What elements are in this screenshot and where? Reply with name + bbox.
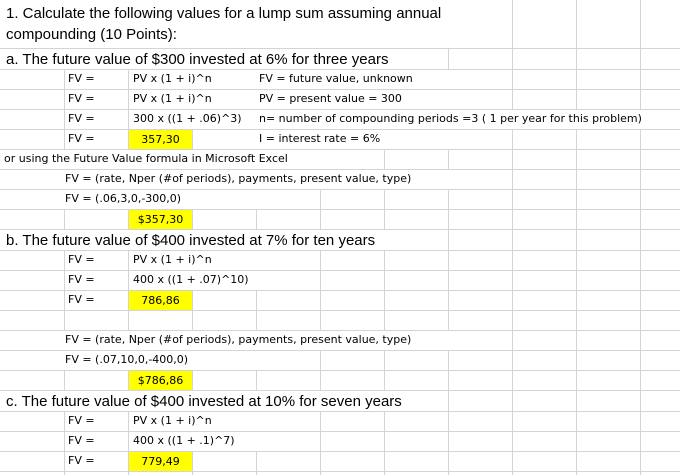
excel-syntax-text: FV = (rate, Nper (#of periods), payments… <box>65 333 412 346</box>
grid-row-line <box>0 69 680 70</box>
note-cell: FV = future value, unknown <box>259 72 413 85</box>
fv-label: FV = <box>68 72 95 85</box>
note-cell: n= number of compounding periods =3 ( 1 … <box>259 112 642 125</box>
fv-label: FV = <box>68 454 95 467</box>
note-cell: I = interest rate = 6% <box>259 132 381 145</box>
grid-row-line <box>0 250 680 251</box>
question-title-line-2: compounding (10 Points): <box>6 26 177 43</box>
formula-cell: PV x (1 + i)^n <box>133 414 212 427</box>
excel-syntax-text: FV = (rate, Nper (#of periods), payments… <box>65 172 412 185</box>
grid-row-line <box>0 149 680 150</box>
grid-col-line <box>576 0 577 475</box>
grid-row-line <box>0 310 680 311</box>
grid-row-line <box>0 189 680 190</box>
grid-row-line <box>0 229 680 230</box>
formula-cell: PV x (1 + i)^n <box>133 72 212 85</box>
grid-row-line <box>0 270 680 271</box>
fv-label: FV = <box>68 293 95 306</box>
formula-cell: PV x (1 + i)^n <box>133 253 212 266</box>
highlighted-result-cell: 357,30 <box>129 130 192 149</box>
grid-row-line <box>0 370 680 371</box>
grid-col-line <box>640 0 641 475</box>
grid-row-line <box>0 209 680 210</box>
grid-row-line <box>0 390 680 391</box>
fv-label: FV = <box>68 434 95 447</box>
highlighted-excel-result: $357,30 <box>129 210 192 229</box>
highlighted-result-cell: 786,86 <box>129 291 192 310</box>
section-a-title: a. The future value of $300 invested at … <box>6 51 389 68</box>
fv-label: FV = <box>68 112 95 125</box>
grid-col-line <box>512 0 513 475</box>
grid-row-line <box>0 350 680 351</box>
formula-cell: PV x (1 + i)^n <box>133 92 212 105</box>
grid-row-line <box>0 129 680 130</box>
grid-row-line <box>0 411 680 412</box>
highlighted-excel-result: $786,86 <box>129 371 192 390</box>
grid-row-line <box>0 330 680 331</box>
grid-row-line <box>0 48 680 49</box>
fv-label: FV = <box>68 414 95 427</box>
grid-row-line <box>0 290 680 291</box>
grid-row-line <box>0 89 680 90</box>
formula-cell: 400 x ((1 + .07)^10) <box>133 273 249 286</box>
grid-row-line <box>0 109 680 110</box>
grid-row-line <box>0 169 680 170</box>
formula-cell: 300 x ((1 + .06)^3) <box>133 112 242 125</box>
formula-cell: 400 x ((1 + .1)^7) <box>133 434 235 447</box>
grid-col-line <box>448 0 449 475</box>
section-c-title: c. The future value of $400 invested at … <box>6 393 402 410</box>
fv-label: FV = <box>68 273 95 286</box>
highlighted-result-cell: 779,49 <box>129 452 192 471</box>
fv-label: FV = <box>68 132 95 145</box>
question-title-line-1: 1. Calculate the following values for a … <box>6 5 442 22</box>
grid-row-line <box>0 451 680 452</box>
note-cell: PV = present value = 300 <box>259 92 402 105</box>
grid-row-line <box>0 471 680 472</box>
grid-row-line <box>0 431 680 432</box>
fv-label: FV = <box>68 92 95 105</box>
excel-intro-text: or using the Future Value formula in Mic… <box>4 152 288 165</box>
fv-label: FV = <box>68 253 95 266</box>
excel-formula-text: FV = (.07,10,0,-400,0) <box>65 353 189 366</box>
excel-formula-text: FV = (.06,3,0,-300,0) <box>65 192 182 205</box>
section-b-title: b. The future value of $400 invested at … <box>6 232 376 249</box>
